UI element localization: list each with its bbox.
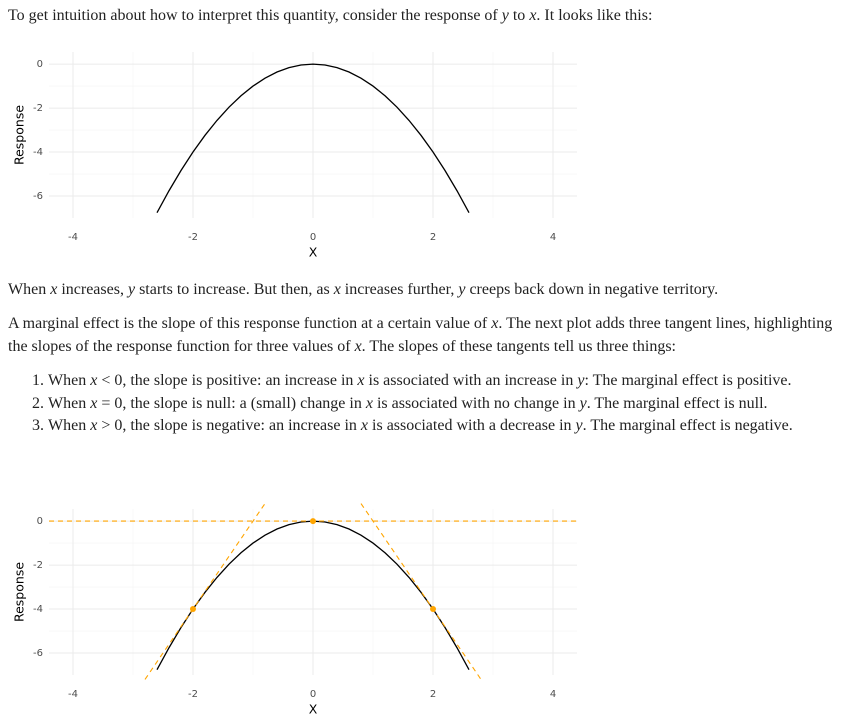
paragraph: When x increases, y starts to increase. … xyxy=(8,279,843,302)
text: When xyxy=(48,417,91,434)
list-item: When x < 0, the slope is positive: an in… xyxy=(48,370,848,393)
text: is associated with a decrease in xyxy=(368,417,576,434)
x-tick-label: -4 xyxy=(68,232,78,243)
y-tick-label: -2 xyxy=(33,103,43,114)
text: > 0, the slope is negative: an increase … xyxy=(97,417,361,434)
tangent-point xyxy=(190,606,196,613)
y-axis-title: Response xyxy=(12,105,27,165)
chart: -4 -2 0 2 4 0 -2 -4 -6 X Response xyxy=(12,503,577,717)
text: . The marginal effect is null. xyxy=(586,394,768,412)
math: x xyxy=(50,281,58,298)
x-tick-label: -4 xyxy=(68,689,78,700)
chart: -4 -2 0 2 4 0 -2 -4 -6 X Response xyxy=(12,52,577,260)
text: creeps back down in negative territory. xyxy=(465,281,719,298)
x-tick-label: -2 xyxy=(188,232,198,243)
math: x xyxy=(333,281,341,298)
text: < 0, the slope is positive: an increase … xyxy=(97,372,358,389)
x-tick-label: 4 xyxy=(550,689,556,700)
text: : The marginal effect is positive. xyxy=(584,372,792,389)
text: When xyxy=(8,281,51,298)
y-tick-label: -6 xyxy=(33,648,43,659)
text: . The marginal effect is negative. xyxy=(582,417,793,434)
x-axis-title: X xyxy=(309,245,318,260)
tangent-point xyxy=(310,518,316,525)
x-tick-label: 2 xyxy=(430,232,436,243)
paragraph: To get intuition about how to interpret … xyxy=(8,5,843,28)
math: x xyxy=(529,7,537,24)
y-tick-label: -6 xyxy=(33,191,43,202)
math: x xyxy=(90,394,98,412)
text: is associated with no change in xyxy=(372,394,580,412)
text: = 0, the slope is null: a (small) change… xyxy=(97,394,366,412)
y-tick-label: 0 xyxy=(37,516,43,527)
math: y xyxy=(127,281,136,298)
x-tick-label: 2 xyxy=(430,689,436,700)
y-tick-label: 0 xyxy=(37,59,43,70)
x-axis-title: X xyxy=(309,702,318,717)
text: is associated with an increase in xyxy=(364,372,578,389)
text: to xyxy=(508,7,530,24)
x-tick-label: -2 xyxy=(188,689,198,700)
y-tick-label: -2 xyxy=(33,560,43,571)
math: y xyxy=(575,417,583,434)
paragraph: A marginal effect is the slope of this r… xyxy=(8,313,843,358)
text: A marginal effect is the slope of this r… xyxy=(8,315,492,332)
math: x xyxy=(491,315,499,332)
tangent-point xyxy=(430,606,436,613)
text: When xyxy=(48,394,91,412)
list-item: When x = 0, the slope is null: a (small)… xyxy=(48,393,848,416)
list: When x < 0, the slope is positive: an in… xyxy=(8,370,848,438)
list-item: When x > 0, the slope is negative: an in… xyxy=(48,415,848,438)
text: increases, xyxy=(57,281,128,298)
text: . It looks like this: xyxy=(536,7,653,24)
math: y xyxy=(458,281,466,298)
y-tick-label: -4 xyxy=(33,147,43,158)
text: starts to increase. But then, as xyxy=(135,281,334,298)
math: x xyxy=(90,372,98,389)
text: When xyxy=(48,372,91,389)
y-tick-label: -4 xyxy=(33,604,43,615)
math: x xyxy=(357,372,365,389)
math: x xyxy=(354,337,362,355)
math: y xyxy=(579,394,587,412)
math: x xyxy=(365,394,373,412)
math: y xyxy=(501,7,509,24)
x-tick-label: 0 xyxy=(310,232,316,243)
text: . The next plot adds three tangent lines… xyxy=(8,315,833,355)
text: . The slopes of these tangents tell us t… xyxy=(361,337,676,355)
text: increases further, xyxy=(340,281,459,298)
x-tick-label: 4 xyxy=(550,232,556,243)
text: To get intuition about how to interpret … xyxy=(8,7,502,24)
math: x xyxy=(360,417,369,434)
x-tick-label: 0 xyxy=(310,689,316,700)
response-curve xyxy=(156,63,470,214)
math: x xyxy=(90,417,98,434)
math: y xyxy=(577,372,585,389)
y-axis-title: Response xyxy=(12,562,27,622)
